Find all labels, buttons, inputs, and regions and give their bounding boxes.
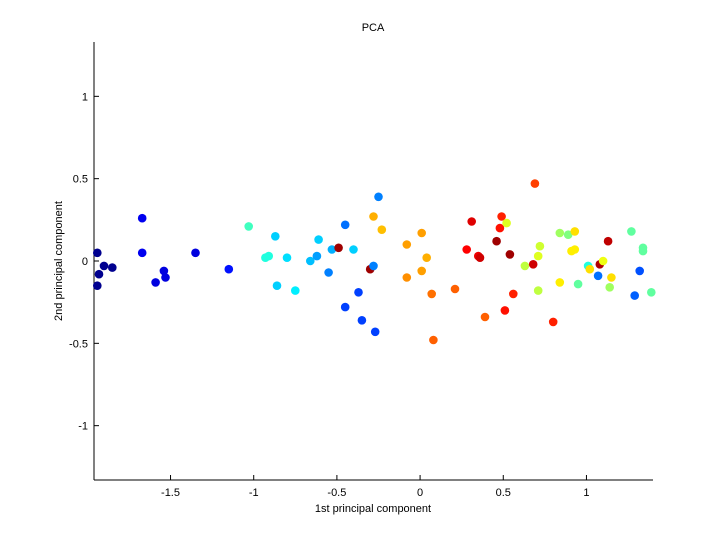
scatter-point — [509, 289, 518, 299]
scatter-point — [638, 246, 648, 256]
y-axis-ticks: -1 -0.5 0 0.5 1 — [69, 91, 99, 433]
scatter-point — [495, 223, 505, 233]
scatter-point — [312, 251, 322, 261]
scatter-point — [99, 261, 109, 271]
scatter-point — [264, 251, 274, 261]
x-tick-label: 0 — [417, 487, 423, 499]
scatter-point — [191, 248, 200, 258]
scatter-point — [475, 253, 485, 262]
scatter-point — [374, 192, 383, 202]
scatter-point — [528, 260, 538, 269]
scatter-point — [530, 179, 540, 188]
scatter-point — [502, 218, 511, 228]
scatter-point — [159, 266, 169, 276]
scatter-point — [244, 222, 253, 231]
scatter-point — [570, 227, 580, 236]
scatter-point — [354, 288, 363, 297]
scatter-point — [635, 266, 644, 276]
scatter-point — [108, 263, 117, 272]
scatter-point — [369, 212, 378, 221]
scatter-point — [603, 236, 613, 246]
scatter-point — [94, 269, 104, 279]
scatter-point — [520, 261, 530, 271]
scatter-point — [555, 228, 565, 238]
scatter-point — [450, 284, 460, 294]
scatter-point — [417, 266, 427, 276]
scatter-point — [570, 245, 580, 254]
scatter-point — [327, 245, 337, 254]
scatter-point — [349, 245, 358, 254]
scatter-point — [492, 236, 501, 246]
y-axis-title: 2nd principal component — [53, 201, 65, 321]
scatter-point — [607, 273, 616, 282]
scatter-point — [271, 232, 280, 241]
scatter-point — [306, 256, 315, 266]
x-tick-label: -0.5 — [327, 487, 346, 499]
y-tick-label: 0 — [82, 256, 88, 268]
scatter-point — [605, 283, 614, 292]
scatter-point — [500, 306, 510, 315]
scatter-point — [462, 245, 472, 254]
scatter-point — [151, 278, 160, 287]
scatter-point — [357, 316, 367, 325]
scatter-point — [137, 248, 147, 258]
scatter-point — [548, 317, 558, 327]
scatter-point — [291, 286, 300, 295]
scatter-point — [93, 248, 102, 258]
scatter-point — [598, 256, 608, 266]
scatter-point — [563, 230, 573, 239]
scatter-point — [224, 264, 234, 274]
y-tick-label: -0.5 — [69, 338, 88, 350]
scatter-point — [402, 273, 412, 282]
x-tick-label: 1 — [583, 487, 589, 499]
scatter-point — [630, 291, 639, 300]
scatter-point — [593, 271, 603, 281]
scatter-point — [533, 251, 543, 261]
scatter-point — [417, 228, 427, 238]
scatter-point — [555, 278, 565, 287]
scatter-point — [370, 327, 380, 337]
x-axis-title: 1st principal component — [315, 503, 431, 515]
scatter-point — [497, 212, 506, 221]
scatter-point — [324, 268, 333, 277]
scatter-points — [93, 179, 656, 345]
scatter-point — [467, 217, 477, 226]
scatter-point — [314, 235, 323, 244]
x-tick-label: 0.5 — [496, 487, 511, 499]
scatter-point — [402, 240, 412, 249]
y-tick-label: -1 — [78, 421, 88, 433]
scatter-point — [334, 243, 343, 253]
scatter-point — [369, 261, 378, 271]
scatter-point — [647, 288, 656, 297]
scatter-point — [161, 273, 170, 282]
scatter-point — [585, 264, 595, 274]
scatter-point — [480, 312, 490, 322]
scatter-point — [272, 281, 282, 291]
scatter-point — [93, 281, 102, 291]
scatter-point — [533, 286, 543, 295]
scatter-point — [427, 289, 437, 299]
x-tick-label: -1 — [249, 487, 259, 499]
scatter-point — [573, 279, 583, 289]
scatter-point — [377, 225, 387, 234]
scatter-point — [429, 335, 438, 345]
scatter-point — [535, 241, 545, 251]
scatter-point — [282, 253, 292, 262]
scatter-point — [627, 227, 636, 236]
scatter-point — [137, 213, 147, 223]
chart-title: PCA — [362, 22, 385, 34]
y-tick-label: 0.5 — [73, 174, 88, 186]
scatter-point — [505, 250, 515, 259]
y-tick-label: 1 — [82, 91, 88, 103]
scatter-point — [340, 220, 350, 230]
x-tick-label: -1.5 — [161, 487, 180, 499]
scatter-point — [422, 253, 432, 262]
scatter-point — [340, 302, 350, 312]
x-axis-ticks: -1.5 -1 -0.5 0 0.5 1 — [161, 475, 590, 499]
